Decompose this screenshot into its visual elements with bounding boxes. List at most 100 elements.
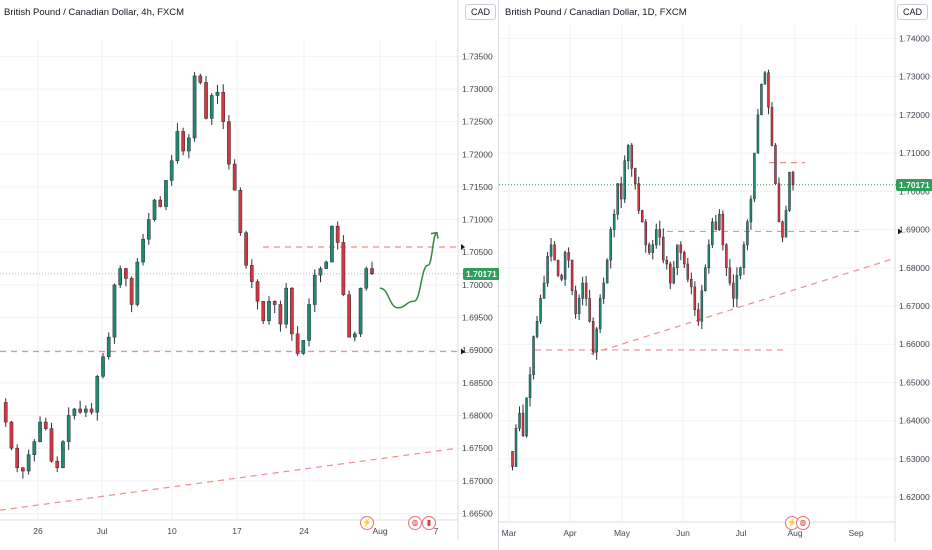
- candle-body: [542, 282, 546, 299]
- candle-body: [158, 199, 163, 207]
- globe-icon[interactable]: ◍: [408, 516, 422, 530]
- candle-body: [358, 287, 363, 335]
- x-tick-label: Jul: [736, 528, 747, 538]
- candle-body: [781, 221, 784, 238]
- candle-body: [683, 252, 686, 265]
- candle-body: [697, 309, 700, 322]
- y-tick-label: 1.69000: [899, 225, 930, 235]
- candle-body: [324, 261, 329, 269]
- candle-body: [700, 290, 704, 322]
- candle-body: [693, 286, 697, 311]
- candle-body: [721, 213, 725, 246]
- candle-body: [141, 238, 145, 263]
- candle-body: [341, 242, 346, 295]
- lightning-icon[interactable]: ⚡: [360, 516, 374, 530]
- candle-body: [272, 300, 277, 305]
- level-marker-arrow: [461, 244, 465, 251]
- candle-body: [686, 263, 690, 280]
- candle-body: [353, 333, 357, 338]
- y-tick-label: 1.69500: [462, 313, 493, 323]
- y-tick-label: 1.70500: [462, 247, 493, 257]
- candle-body: [204, 82, 208, 119]
- candle-body: [655, 229, 658, 246]
- right-currency-button[interactable]: CAD: [897, 4, 929, 20]
- candle-body: [749, 198, 753, 223]
- candle-body: [169, 160, 174, 181]
- candle-body: [38, 421, 42, 442]
- candle-body: [232, 163, 237, 191]
- candle-body: [312, 274, 317, 305]
- x-tick-label: Aug: [372, 526, 387, 536]
- y-tick-label: 1.70000: [899, 186, 930, 196]
- projection-arrow-head: [430, 231, 439, 239]
- candle-body: [647, 244, 651, 253]
- y-tick-label: 1.72500: [462, 117, 493, 127]
- candle-body: [278, 304, 283, 325]
- candle-body: [72, 408, 77, 416]
- y-tick-label: 1.74000: [899, 33, 930, 43]
- right-current-price-tag: 1.70171: [896, 178, 932, 191]
- candle-body: [602, 282, 605, 299]
- candle-body: [227, 121, 231, 165]
- candle-body: [791, 171, 795, 186]
- candle-body: [261, 300, 266, 322]
- candle-body: [106, 336, 111, 357]
- candle-body: [588, 298, 591, 322]
- candle-body: [605, 259, 609, 284]
- candle-body: [633, 168, 637, 184]
- y-tick-label: 1.62000: [899, 492, 930, 502]
- candle-body: [679, 244, 683, 253]
- candle-body: [623, 160, 626, 200]
- globe-icon[interactable]: ◍: [796, 516, 810, 530]
- candle-body: [563, 252, 567, 280]
- candle-body: [255, 281, 260, 302]
- candle-body: [146, 219, 151, 240]
- left-chart-panel[interactable]: British Pound / Canadian Dollar, 4h, FXC…: [0, 0, 500, 550]
- y-tick-label: 1.68000: [462, 411, 493, 421]
- y-tick-label: 1.69000: [462, 345, 493, 355]
- y-tick-label: 1.72000: [462, 149, 493, 159]
- candle-body: [55, 460, 60, 469]
- candle-body: [221, 91, 226, 122]
- candle-body: [767, 72, 770, 108]
- candle-body: [774, 145, 777, 184]
- y-tick-label: 1.66500: [462, 508, 493, 518]
- flag-icon[interactable]: ▮: [422, 516, 436, 530]
- projection-path: [379, 231, 438, 309]
- candle-body: [101, 356, 105, 377]
- left-currency-button[interactable]: CAD: [465, 4, 497, 20]
- candle-body: [784, 210, 788, 238]
- candle-body: [215, 91, 220, 96]
- candle-body: [539, 298, 542, 322]
- y-tick-label: 1.65000: [899, 377, 930, 387]
- candle-body: [284, 287, 288, 325]
- candle-body: [788, 171, 791, 211]
- candle-body: [181, 131, 185, 152]
- candle-body: [9, 421, 14, 449]
- candle-body: [574, 290, 577, 314]
- candle-body: [525, 397, 528, 437]
- candle-body: [777, 183, 781, 223]
- candle-body: [249, 265, 254, 282]
- left-chart-canvas[interactable]: 26 Jul 10 17 24 Aug 7 1.73500 1.73000 1.72500 1.72…: [0, 0, 498, 550]
- candle-body: [553, 244, 556, 261]
- y-tick-label: 1.63000: [899, 454, 930, 464]
- candle-body: [135, 261, 140, 305]
- candle-body: [152, 199, 157, 220]
- candle-body: [318, 268, 323, 276]
- level-marker-arrow: [898, 228, 902, 235]
- right-chart-canvas[interactable]: Mar Apr May Jun Jul Aug Sep 1.74000 1.73000 1.720…: [499, 0, 932, 550]
- candle-body: [560, 275, 563, 280]
- right-chart-panel[interactable]: British Pound / Canadian Dollar, 1D, FXC…: [499, 0, 932, 550]
- candle-body: [364, 268, 369, 289]
- candle-body: [581, 282, 584, 299]
- candle-body: [637, 183, 640, 211]
- candle-body: [267, 300, 271, 322]
- y-tick-label: 1.66000: [899, 339, 930, 349]
- candle-body: [763, 72, 767, 85]
- candle-body: [672, 267, 676, 284]
- candle-body: [49, 428, 54, 462]
- candle-body: [591, 321, 595, 353]
- candle-body: [690, 278, 693, 288]
- candle-body: [746, 221, 749, 246]
